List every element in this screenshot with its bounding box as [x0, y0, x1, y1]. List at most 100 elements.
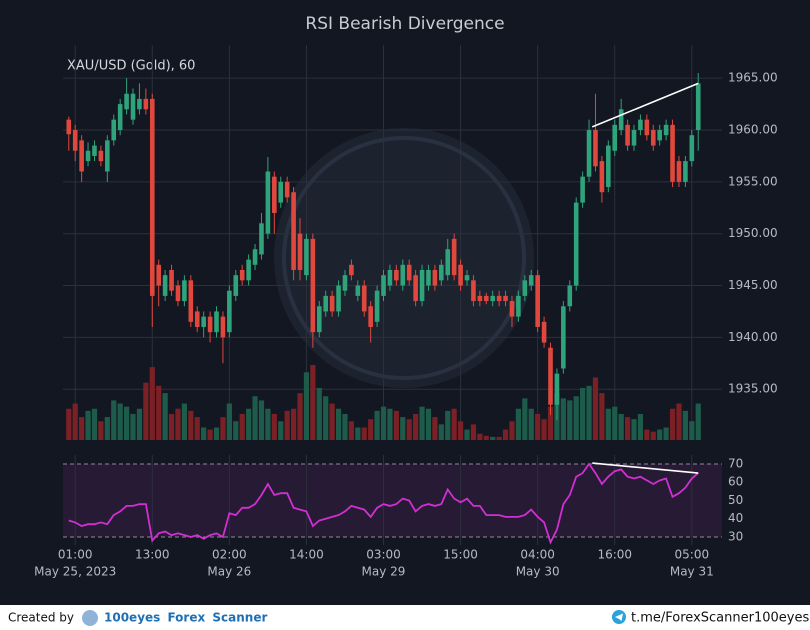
candle-body [458, 264, 463, 286]
candle-body [297, 233, 303, 270]
candle-body [169, 269, 174, 291]
volume-bar [201, 427, 207, 440]
volume-bar [156, 385, 162, 440]
volume-bar [123, 406, 130, 440]
watermark [274, 128, 534, 388]
candle-body [374, 290, 380, 322]
footer-brand: 100eyes Forex Scanner [104, 611, 267, 625]
volume-bar [149, 367, 155, 440]
volume-bar [413, 413, 419, 440]
volume-bar [98, 421, 104, 440]
x-tick-date: May 26 [207, 565, 251, 579]
y-tick-label: 1940.00 [728, 330, 778, 344]
rsi-tick-label: 50 [728, 493, 743, 507]
candle-body [471, 280, 476, 302]
candle-body [683, 161, 688, 182]
volume-bar [464, 429, 470, 440]
volume-bar [265, 408, 271, 440]
candle-body [606, 145, 611, 188]
volume-bar [669, 408, 676, 440]
candle-body [143, 98, 149, 110]
volume-bar [580, 387, 586, 440]
volume-bar [136, 408, 143, 440]
volume-bar [650, 431, 656, 440]
volume-bar [258, 400, 265, 440]
candle-body [252, 249, 258, 265]
volume-bar [432, 417, 438, 440]
candle-body [111, 119, 117, 141]
candle-body [233, 275, 239, 296]
volume-bar [425, 408, 432, 440]
candle-body [695, 83, 701, 131]
candle-body [535, 275, 540, 327]
footer-link[interactable]: t.me/ForexScanner100eyes [631, 611, 809, 626]
telegram-plane [615, 613, 623, 621]
volume-bar [290, 408, 297, 440]
x-tick-label: 13:00 [135, 548, 170, 562]
volume-bar [303, 372, 310, 440]
candle-body [79, 140, 84, 172]
volume-bar [419, 406, 425, 440]
candle-body [496, 295, 502, 302]
x-tick-date: May 31 [670, 565, 714, 579]
volume-bar [663, 427, 669, 440]
candle-body [503, 295, 508, 302]
candle-body [439, 264, 444, 281]
x-tick-label: 01:00 [58, 548, 93, 562]
volume-bar [220, 417, 226, 440]
volume-bar [207, 429, 213, 440]
volume-bar [239, 413, 245, 440]
candle-body [291, 192, 296, 270]
y-tick-label: 1935.00 [728, 382, 778, 396]
volume-bar [226, 403, 232, 440]
volume-bar [689, 421, 695, 440]
candle-body [413, 275, 418, 302]
volume-bar [387, 408, 393, 440]
candle-body [137, 98, 142, 110]
volume-bar [66, 408, 72, 440]
candle-body [644, 119, 650, 136]
candle-body [426, 269, 431, 286]
x-tick-label: 02:00 [212, 548, 247, 562]
volume-bar [657, 429, 663, 440]
candle-body [182, 280, 187, 302]
volume-bar [130, 413, 136, 440]
candle-body [618, 109, 624, 131]
candle-body [612, 124, 618, 151]
candle-body [483, 295, 489, 302]
watermark-ring [282, 136, 526, 380]
volume-bar [470, 424, 477, 440]
volume-bar [168, 413, 175, 440]
rsi-band [63, 463, 722, 537]
candle-body [432, 269, 438, 286]
volume-bar [233, 421, 239, 440]
candle-body [573, 202, 579, 286]
candle-body [124, 93, 129, 110]
x-tick-label: 14:00 [289, 548, 324, 562]
volume-bar [342, 413, 348, 440]
candle-body [650, 130, 656, 146]
volume-bar [451, 408, 457, 440]
volume-bar [573, 396, 579, 440]
volume-bar [509, 421, 515, 440]
volume-bar [502, 429, 509, 440]
rsi-line [68, 462, 699, 545]
volume-bar [104, 417, 110, 440]
candle-body [117, 104, 123, 131]
rsi-tick-label: 60 [728, 475, 743, 489]
volume-bar [496, 436, 502, 440]
volume-bar [483, 435, 489, 440]
rsi-tick-label: 40 [728, 511, 743, 525]
candle-body [368, 306, 373, 327]
y-tick-label: 1945.00 [728, 278, 778, 292]
volume-bar [528, 408, 534, 440]
volume-bar [592, 377, 599, 440]
candle-body [72, 130, 78, 151]
volume-bar [644, 429, 650, 440]
candle-body [98, 150, 104, 162]
candle-body [689, 135, 695, 162]
candle-body [323, 295, 329, 312]
candle-body [349, 264, 354, 276]
candle-body [162, 275, 168, 296]
candle-body [464, 275, 470, 281]
